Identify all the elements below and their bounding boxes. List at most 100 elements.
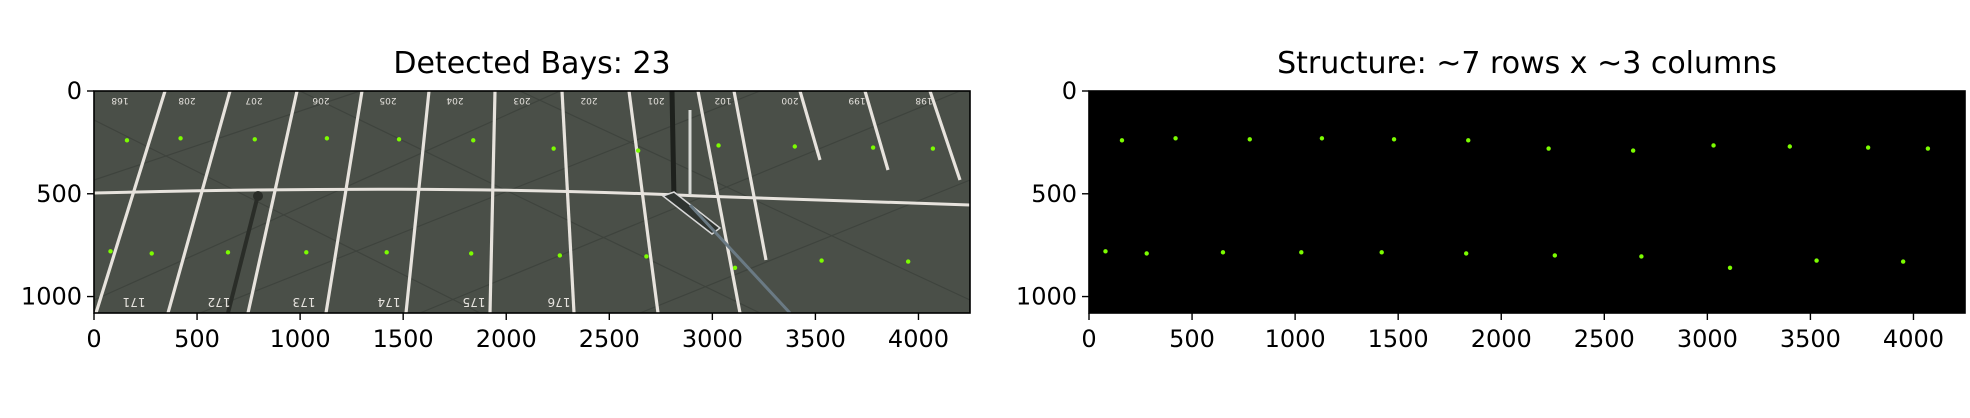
bay-marker-left-15: [304, 250, 309, 255]
panel-structure: Structure: ~7 rows x ~3 columns 0 500 1000…: [1016, 46, 1966, 353]
pavement-texture: [94, 91, 970, 313]
bay-marker-right-22: [1900, 259, 1906, 264]
bay-marker-left-10: [870, 145, 876, 150]
bay-marker-left-9: [792, 144, 797, 149]
x-tick-label-left-0: 0: [86, 325, 101, 353]
bay-marker-right-15: [1299, 250, 1304, 255]
bay-label-top-10: 200: [781, 95, 798, 105]
bay-marker-right-17: [1463, 251, 1469, 256]
chart-title-left: Detected Bays: 23: [393, 46, 670, 81]
bay-label-bottom-1: 172: [208, 295, 231, 309]
bay-marker-left-16: [384, 250, 389, 255]
bay-marker-left-3: [324, 136, 330, 141]
x-tick-label-left-1: 500: [174, 325, 220, 353]
bay-label-bottom-2: 173: [293, 295, 316, 309]
bay-marker-left-12: [108, 249, 113, 254]
bay-marker-left-4: [396, 137, 402, 142]
photo-background: [94, 91, 970, 313]
x-tick-label-right-6: 3000: [1677, 325, 1738, 353]
bay-marker-left-18: [557, 253, 563, 258]
bay-marker-right-6: [1546, 146, 1551, 151]
y-tick-label-left-1: 500: [36, 180, 82, 208]
bay-marker-left-0: [124, 138, 130, 143]
bay-marker-left-22: [905, 259, 911, 264]
x-tick-label-left-6: 3000: [682, 325, 743, 353]
bay-marker-right-18: [1552, 253, 1558, 258]
bay-marker-right-0: [1119, 138, 1125, 143]
bay-marker-right-3: [1319, 136, 1325, 141]
bay-label-top-2: 207: [245, 95, 262, 105]
light-pole-shadow: [226, 91, 792, 313]
x-tick-label-right-3: 1500: [1368, 325, 1429, 353]
bay-marker-left-5: [471, 138, 476, 143]
bay-marker-left-2: [252, 137, 257, 142]
bay-label-top-8: 201: [647, 95, 664, 105]
bay-label-top-3: 206: [312, 95, 329, 105]
y-tick-label-left-2: 1000: [21, 283, 82, 311]
bay-label-top-1: 208: [178, 95, 195, 105]
bay-marker-right-7: [1630, 148, 1636, 153]
bay-marker-left-11: [930, 146, 936, 151]
axes-frame-left: [93, 90, 971, 314]
bay-marker-right-1: [1173, 136, 1178, 141]
x-tick-label-left-3: 1500: [373, 325, 434, 353]
bay-marker-right-5: [1466, 138, 1471, 143]
detected-bay-markers: [108, 136, 936, 270]
structure-markers: [1103, 136, 1931, 270]
bay-label-top-6: 203: [513, 95, 530, 105]
bay-marker-right-9: [1787, 144, 1793, 149]
x-tick-label-right-8: 4000: [1883, 325, 1944, 353]
axes-frame-right: [1088, 90, 1966, 314]
x-tick-label-left-5: 2500: [579, 325, 640, 353]
bay-label-top-12: 198: [915, 95, 932, 105]
x-tick-label-right-5: 2500: [1574, 325, 1635, 353]
bay-marker-left-6: [551, 146, 556, 151]
plot-background-right: [1089, 91, 1965, 313]
y-tick-label-right-0: 0: [1062, 77, 1077, 105]
bay-marker-left-20: [732, 265, 738, 270]
bay-label-top-4: 205: [379, 95, 396, 105]
x-tick-label-left-7: 3500: [785, 325, 846, 353]
bay-label-bottom-5: 176: [548, 295, 571, 309]
x-tick-label-left-4: 2000: [476, 325, 537, 353]
x-tick-label-left-2: 1000: [270, 325, 331, 353]
bay-marker-right-8: [1711, 143, 1716, 148]
bay-marker-right-14: [1220, 250, 1226, 255]
y-tick-label-left-0: 0: [67, 77, 82, 105]
bay-marker-right-2: [1247, 137, 1252, 142]
panel-detected-bays: Detected Bays: 23: [21, 46, 971, 353]
x-tick-label-left-8: 4000: [888, 325, 949, 353]
bay-marker-right-4: [1391, 137, 1397, 142]
x-tick-label-right-7: 3500: [1780, 325, 1841, 353]
bay-number-labels: 168 208 207 206 205 204 203 202 201 102 200 199 198 …: [111, 95, 932, 309]
bay-label-top-5: 204: [446, 95, 463, 105]
bay-marker-left-1: [178, 136, 183, 141]
bay-marker-left-13: [149, 251, 154, 256]
bay-label-bottom-4: 175: [463, 295, 486, 309]
bay-marker-left-8: [716, 143, 721, 148]
bay-marker-right-20: [1727, 265, 1733, 270]
x-tick-label-right-0: 0: [1081, 325, 1096, 353]
bay-lines: [94, 91, 970, 313]
bay-marker-left-19: [644, 254, 649, 259]
chart-title-right: Structure: ~7 rows x ~3 columns: [1277, 46, 1777, 81]
bay-label-top-0: 168: [111, 95, 128, 105]
x-tick-label-right-1: 500: [1169, 325, 1215, 353]
bay-marker-left-14: [225, 250, 231, 255]
bay-marker-right-19: [1639, 254, 1644, 259]
x-tick-label-right-4: 2000: [1471, 325, 1532, 353]
bay-marker-right-21: [1814, 258, 1819, 263]
bay-label-top-7: 202: [580, 95, 597, 105]
bay-marker-left-17: [468, 251, 474, 256]
bay-marker-right-10: [1865, 145, 1871, 150]
bay-label-bottom-3: 174: [378, 295, 401, 309]
x-tick-label-right-2: 1000: [1265, 325, 1326, 353]
bay-label-top-11: 199: [848, 95, 865, 105]
bay-marker-right-11: [1925, 146, 1931, 151]
bay-marker-left-21: [819, 258, 824, 263]
bay-marker-right-12: [1103, 249, 1108, 254]
y-tick-label-right-2: 1000: [1016, 283, 1077, 311]
y-tick-label-right-1: 500: [1031, 180, 1077, 208]
bay-marker-right-16: [1379, 250, 1384, 255]
